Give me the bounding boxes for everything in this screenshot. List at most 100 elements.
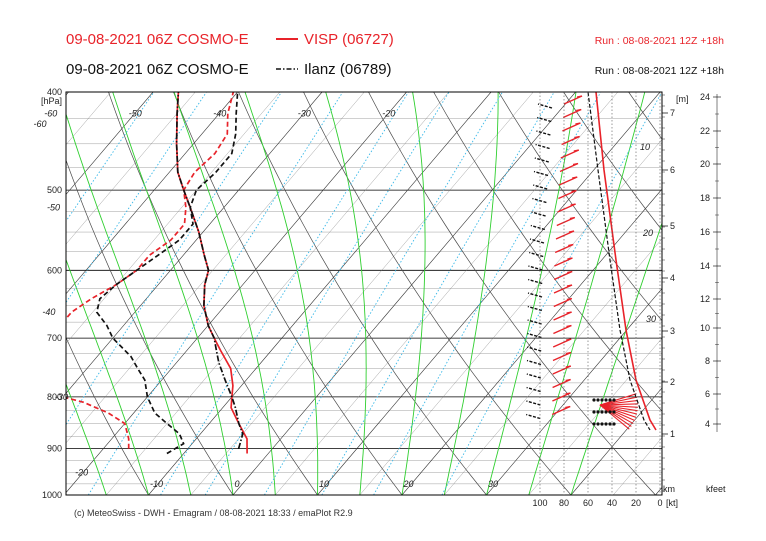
- wind-arrow-visp: [553, 270, 573, 281]
- height-km-label: 4: [670, 273, 675, 283]
- wind-arrow-visp: [552, 365, 572, 375]
- isotherm-line: [401, 188, 662, 495]
- wind-arrow-visp: [562, 122, 581, 132]
- wind-dot-ilanz: [592, 398, 596, 402]
- height-m-label: [m]: [676, 94, 689, 104]
- wind-fan-visp: [599, 404, 638, 412]
- kfeet-label: 12: [700, 294, 710, 304]
- background-grid: [0, 92, 662, 495]
- pressure-tick-label: 1000: [42, 490, 62, 500]
- legend-label-visp: VISP (06727): [304, 31, 394, 48]
- wind-arrow-visp: [553, 284, 573, 294]
- kfeet-label: 8: [705, 356, 710, 366]
- dry-adiabat-line: [563, 92, 662, 231]
- moist-adiabat-line: [66, 112, 192, 495]
- dry-adiabat-line: [173, 92, 403, 495]
- moist-adiabat-line: [443, 92, 499, 495]
- wind-fan-visp: [599, 404, 638, 415]
- wind-arrow-head-visp: [572, 176, 578, 179]
- wind-arrow-visp: [554, 257, 573, 267]
- mixing-ratio-line: [160, 92, 409, 495]
- wind-arrow-ilanz: [530, 224, 545, 231]
- isotherm-line: [66, 92, 238, 295]
- moist-adiabat-line: [173, 92, 276, 495]
- wind-arrow-ilanz: [528, 265, 543, 271]
- kfeet-label: 24: [700, 92, 710, 102]
- wind-arrow-head-visp: [567, 270, 573, 274]
- isotherm-line: [106, 92, 449, 495]
- isotherm-line: [66, 92, 365, 444]
- isotherm-line: [190, 92, 534, 495]
- wind-arrow-ilanz: [527, 346, 542, 352]
- isotherm-label: 20: [402, 479, 413, 489]
- wind-arrow-ilanz: [531, 211, 546, 217]
- height-km-label: 7: [670, 108, 675, 118]
- height-km-label: 3: [670, 326, 675, 336]
- wind-arrow-visp: [561, 135, 580, 146]
- kfeet-label: 22: [700, 126, 710, 136]
- wind-speed-label: 10: [640, 142, 650, 152]
- wind-arrow-ilanz: [526, 413, 541, 420]
- wind-arrow-visp: [559, 162, 579, 173]
- pressure-tick-label: 500: [47, 185, 62, 195]
- isotherm-label: 30: [488, 479, 498, 489]
- pressure-tick-label: 600: [47, 265, 62, 275]
- isotherm-label: -30: [298, 108, 311, 118]
- wind-arrow-visp: [553, 297, 573, 308]
- isotherm-line: [66, 92, 407, 494]
- wind-arrow-visp: [562, 108, 582, 119]
- kfeet-label: 16: [700, 227, 710, 237]
- dry-adiabat-line: [498, 92, 662, 322]
- wind-arrow-ilanz: [526, 359, 542, 366]
- wind-arrow-head-visp: [566, 284, 573, 287]
- mixing-ratio-line: [373, 92, 602, 495]
- isotherm-line: [232, 92, 576, 495]
- wind-arrow-ilanz: [529, 238, 545, 244]
- isotherm-label: -40: [213, 108, 226, 118]
- height-km-label: 1: [670, 429, 675, 439]
- isotherm-label: 10: [319, 479, 329, 489]
- height-km-unit: km: [663, 484, 675, 494]
- legend-label-ilanz: Ilanz (06789): [304, 61, 392, 78]
- wind-arrow-visp: [560, 149, 580, 159]
- mixing-ratio-line: [264, 92, 503, 495]
- kfeet-label: 4: [705, 419, 710, 429]
- dry-adiabat-line: [0, 92, 64, 495]
- wind-arrow-ilanz: [536, 130, 551, 136]
- wind-arrow-head-visp: [566, 311, 572, 314]
- wind-dot-ilanz: [608, 422, 612, 426]
- plot-frame: [65, 91, 663, 496]
- wind-arrow-ilanz: [527, 319, 542, 325]
- wind-arrow-head-visp: [573, 149, 579, 152]
- wind-arrow-ilanz: [529, 251, 544, 258]
- wind-arrow-visp: [556, 216, 576, 227]
- wind-arrow-ilanz: [526, 400, 541, 406]
- wind-fan-visp: [599, 404, 635, 421]
- wind-arrow-head-visp: [565, 351, 572, 355]
- isotherm-line: [486, 288, 662, 495]
- wind-dot-ilanz: [592, 422, 596, 426]
- wind-dot-ilanz: [604, 422, 608, 426]
- wind-dot-ilanz: [608, 410, 612, 414]
- kfeet-label: 10: [700, 323, 710, 333]
- wind-arrow-head-visp: [568, 230, 575, 233]
- isotherm-line: [66, 92, 323, 394]
- wind-arrow-visp: [552, 351, 572, 362]
- wind-arrow-ilanz: [534, 157, 549, 163]
- wind-dot-ilanz: [608, 398, 612, 402]
- dry-adiabat-line: [108, 92, 318, 495]
- wind-dot-ilanz: [604, 398, 608, 402]
- wind-axis-label: 80: [559, 498, 569, 508]
- wind-fan-visp: [599, 404, 630, 430]
- isotherm-label: -60: [44, 108, 57, 118]
- wind-axis-label: 100: [532, 498, 547, 508]
- isotherm-label: -60: [34, 119, 47, 129]
- wind-arrow-ilanz: [527, 305, 542, 312]
- wind-dot-ilanz: [600, 398, 604, 402]
- wind-arrow-ilanz: [527, 332, 542, 339]
- wind-arrow-head-visp: [571, 189, 577, 193]
- isotherm-label: -50: [47, 202, 60, 212]
- wind-arrow-visp: [563, 95, 583, 105]
- wind-arrow-visp: [552, 392, 571, 402]
- wind-axis-label: 0: [657, 498, 662, 508]
